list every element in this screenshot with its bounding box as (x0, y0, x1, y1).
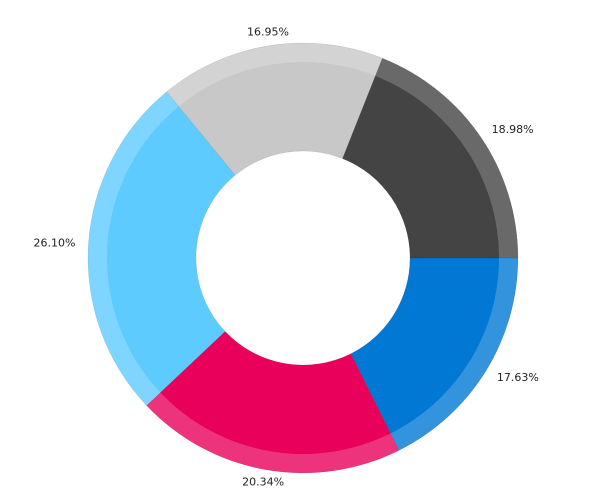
slice (350, 257, 519, 451)
slice-rim (146, 392, 400, 473)
slice-rim (375, 58, 518, 258)
slice (146, 331, 400, 474)
data-label: 20.34% (242, 475, 284, 488)
data-label: 18.98% (492, 123, 534, 136)
slice (166, 42, 383, 176)
slice (342, 57, 519, 259)
slice-rim (166, 43, 383, 107)
data-label: 17.63% (497, 371, 539, 384)
data-label: 16.95% (247, 26, 289, 39)
data-label: 26.10% (34, 236, 76, 249)
slice-rim (390, 258, 518, 451)
slice (87, 91, 236, 406)
slice-rim (88, 91, 179, 406)
